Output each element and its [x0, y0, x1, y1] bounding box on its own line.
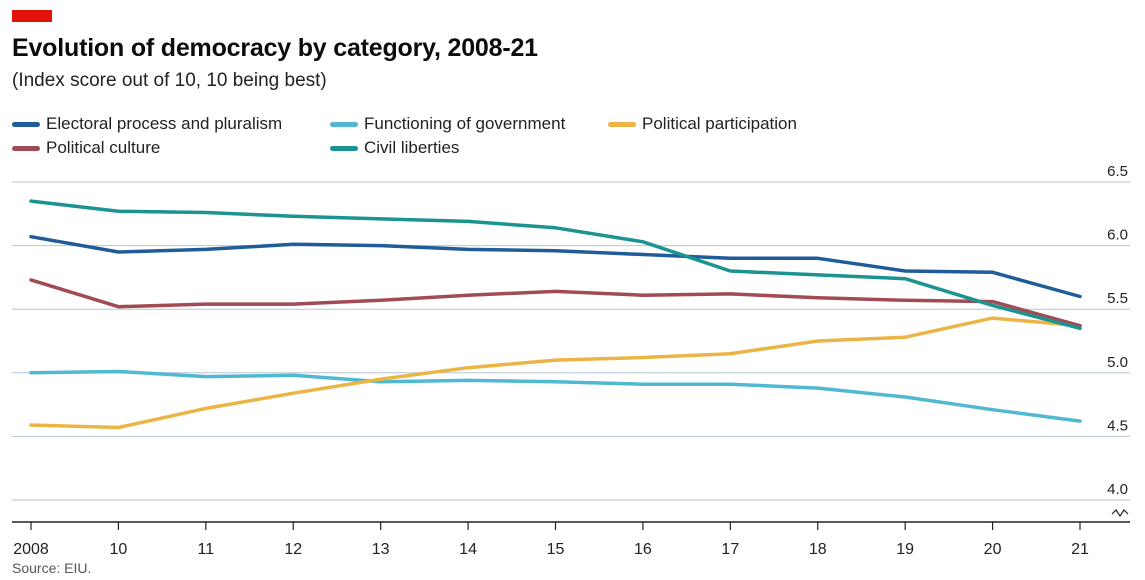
- x-tick-label: 2008: [13, 541, 49, 558]
- legend-label: Civil liberties: [364, 138, 460, 157]
- x-tick-label: 15: [547, 541, 565, 558]
- chart-subtitle: (Index score out of 10, 10 being best): [12, 70, 327, 91]
- x-tick-label: 17: [721, 541, 739, 558]
- legend-swatch: [330, 145, 358, 151]
- x-tick-label: 14: [459, 541, 477, 558]
- y-tick-label: 5.5: [1107, 290, 1128, 307]
- y-tick-label: 6.5: [1107, 163, 1128, 180]
- legend-swatch: [12, 145, 40, 151]
- series-line-political-culture: [29, 278, 1082, 328]
- legend-item-culture: Political culture: [12, 138, 160, 158]
- series-line-political-participation: [29, 316, 1082, 430]
- source-note: Source: EIU.: [12, 560, 92, 576]
- y-tick-label: 4.0: [1107, 481, 1128, 498]
- legend-item-functioning: Functioning of government: [330, 114, 565, 134]
- x-tick-label: 11: [198, 541, 215, 558]
- x-tick-label: 10: [110, 541, 128, 558]
- y-tick-label: 4.5: [1107, 417, 1128, 434]
- y-tick-label: 5.0: [1107, 354, 1128, 371]
- x-tick-label: 18: [809, 541, 827, 558]
- x-tick-label: 13: [372, 541, 390, 558]
- legend-item-electoral: Electoral process and pluralism: [12, 114, 282, 134]
- legend-label: Functioning of government: [364, 114, 566, 133]
- x-tick-label: 21: [1071, 541, 1089, 558]
- y-tick-label: 6.0: [1107, 227, 1128, 244]
- legend-label: Political participation: [642, 114, 797, 133]
- chart-title: Evolution of democracy by category, 2008…: [12, 34, 538, 62]
- series-line-civil-liberties: [29, 199, 1082, 331]
- series-line-functioning-of-government: [29, 369, 1082, 423]
- brand-red-tag: [12, 10, 52, 22]
- legend-label: Political culture: [46, 138, 161, 157]
- axis-break-mark: [1111, 509, 1129, 518]
- legend-item-civil: Civil liberties: [330, 138, 459, 158]
- x-tick-label: 20: [984, 541, 1002, 558]
- series-line-electoral-process-and-pluralism: [29, 234, 1082, 299]
- legend-item-participation: Political participation: [608, 114, 797, 134]
- legend-swatch: [330, 121, 358, 127]
- x-tick-label: 16: [634, 541, 652, 558]
- x-tick-label: 12: [284, 541, 302, 558]
- legend-swatch: [608, 121, 636, 127]
- legend-label: Electoral process and pluralism: [46, 114, 283, 133]
- x-tick-label: 19: [896, 541, 914, 558]
- legend-swatch: [12, 121, 40, 127]
